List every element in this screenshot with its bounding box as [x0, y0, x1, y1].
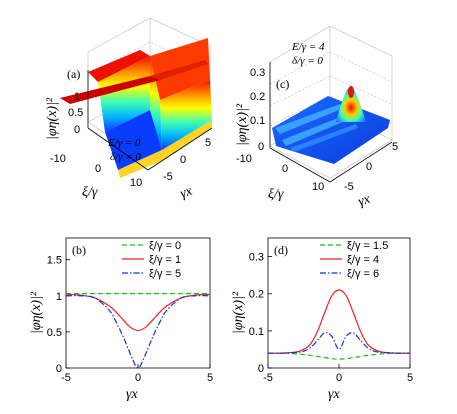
panel-b-ytick-label: 0.5 — [47, 327, 62, 339]
panel-a-ztick-0: 0 — [74, 124, 80, 136]
panel-c-peak — [336, 85, 366, 122]
panel-a-xitick-0: 0 — [95, 163, 101, 175]
panel-c: (c) 0.3 0.2 0.1 0 -10 0 10 -5 0 5 E/γ = … — [235, 25, 398, 210]
panel-a-gxtick-5: 5 — [205, 137, 211, 149]
panel-b-ytick-label: 0 — [56, 363, 62, 375]
panel-c-xitick-10: 10 — [312, 181, 324, 193]
panel-b-xtick-label: -5 — [61, 372, 71, 384]
panel-a-annotation-2: δ/γ = 0 — [110, 151, 141, 163]
panel-b-legend-label-1: ξ/γ = 1 — [149, 254, 181, 266]
panel-b-ytick-label: 1 — [56, 291, 62, 303]
panel-c-gxtick-n5: -5 — [344, 181, 354, 193]
panel-b-series-1 — [65, 293, 211, 332]
panel-a-gxtick-0: 0 — [180, 154, 186, 166]
panel-d-series-2 — [267, 331, 411, 354]
panel-c-xitick-0: 0 — [282, 163, 288, 175]
panel-c-xlabel: ξ/γ — [268, 187, 284, 202]
panel-d-ylabel: |φη(x)|² — [231, 291, 246, 334]
panel-c-ztick-03: 0.3 — [250, 67, 265, 79]
panel-d-ytick-label: 0 — [258, 363, 264, 375]
panel-d-legend-label-0: ξ/γ = 1.5 — [347, 240, 388, 252]
panel-a-ztick-1: 1 — [74, 91, 80, 103]
panel-d-xtick-label: 5 — [407, 372, 413, 384]
panel-d-xlabel: γx — [328, 387, 341, 402]
panel-a-xlabel: ξ/γ — [82, 185, 98, 200]
panel-c-ylabel: γx — [356, 191, 373, 209]
panel-b-xlabel: γx — [126, 387, 139, 402]
panel-d-series-1 — [267, 289, 411, 354]
panel-a-xitick-10: 10 — [130, 177, 142, 189]
panel-a-gxtick-n5: -5 — [163, 171, 173, 183]
panel-d-xtick-label: 0 — [336, 372, 342, 384]
panel-d-ytick-label: 0.2 — [249, 289, 264, 301]
panel-d-ytick-label: 0.1 — [249, 326, 264, 338]
panel-a-ridge — [60, 76, 160, 104]
panel-a-ylabel: γx — [178, 183, 195, 201]
panel-a: (a) 1 0.5 0 -10 0 10 -5 0 5 E/γ = 0 δ/γ … — [45, 17, 213, 202]
panel-c-label: (c) — [276, 77, 289, 91]
panel-b-ylabel: |φη(x)|² — [29, 291, 44, 334]
panel-b-label: (b) — [72, 243, 86, 257]
panel-d-legend-label-2: ξ/γ = 6 — [347, 268, 379, 280]
panel-c-zlabel: |φη(x)|² — [235, 103, 250, 146]
panel-d-legend-label-1: ξ/γ = 4 — [347, 254, 379, 266]
panel-d-xtick-label: -5 — [263, 372, 273, 384]
panel-d-frame — [267, 237, 411, 369]
panel-a-xitick-n10: -10 — [50, 153, 66, 165]
panel-b-plot: -5 0 500.511.5ξ/γ = 0ξ/γ = 1ξ/γ = 5 — [47, 240, 213, 384]
panel-c-gxtick-0: 0 — [366, 161, 372, 173]
panel-a-surface-left — [88, 50, 150, 82]
panel-b: -5 0 500.511.5ξ/γ = 0ξ/γ = 1ξ/γ = 5 (b) γx… — [29, 237, 213, 402]
panel-d: -5 0 500.10.20.3ξ/γ = 1.5ξ/γ = 4ξ/γ = 6 (d… — [231, 237, 413, 402]
panel-c-ztick-01: 0.1 — [250, 115, 265, 127]
panel-c-annotation-2: δ/γ = 0 — [292, 55, 323, 67]
panel-c-ztick-0: 0 — [258, 141, 264, 153]
panel-a-zlabel: |φη(x)|² — [45, 97, 60, 140]
panel-b-ytick-label: 1.5 — [47, 255, 62, 267]
panel-d-ytick-label: 0.3 — [249, 252, 264, 264]
panel-c-ztick-02: 0.2 — [250, 91, 265, 103]
panel-b-xtick-label: 5 — [207, 372, 213, 384]
panel-c-annotation-1: E/γ = 4 — [291, 41, 325, 53]
panel-a-ztick-05: 0.5 — [68, 107, 83, 119]
panel-a-label: (a) — [67, 67, 80, 81]
panel-d-plot: -5 0 500.10.20.3ξ/γ = 1.5ξ/γ = 4ξ/γ = 6 — [249, 240, 413, 384]
panel-b-xtick-label: 0 — [135, 372, 141, 384]
panel-b-legend-label-0: ξ/γ = 0 — [149, 240, 181, 252]
panel-b-legend-label-2: ξ/γ = 5 — [149, 268, 181, 280]
panel-b-frame — [65, 237, 211, 369]
panel-c-xitick-n10: -10 — [236, 153, 252, 165]
panel-d-label: (d) — [274, 243, 288, 257]
panel-c-gxtick-5: 5 — [392, 141, 398, 153]
panel-a-annotation-1: E/γ = 0 — [107, 137, 141, 149]
panel-d-series-0 — [267, 352, 411, 360]
